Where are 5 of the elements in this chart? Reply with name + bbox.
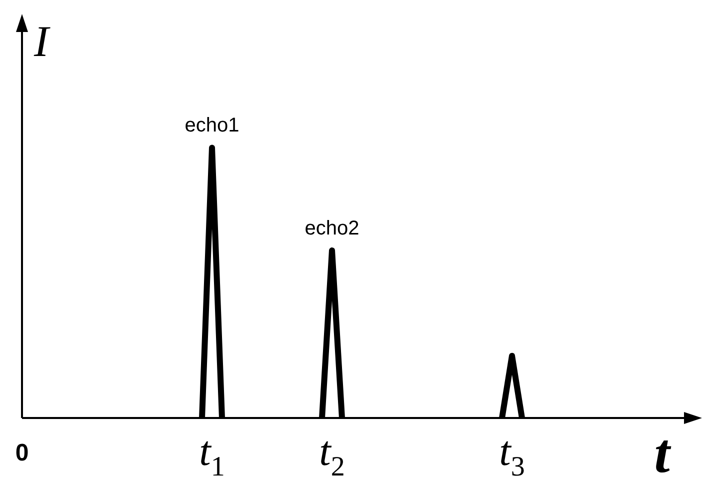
x-axis-title: t: [654, 423, 672, 485]
annotation: echo2: [304, 217, 360, 240]
x-tick-label: 0: [15, 440, 29, 467]
annotation: echo1: [184, 114, 240, 137]
y-axis-title: I: [33, 17, 51, 66]
